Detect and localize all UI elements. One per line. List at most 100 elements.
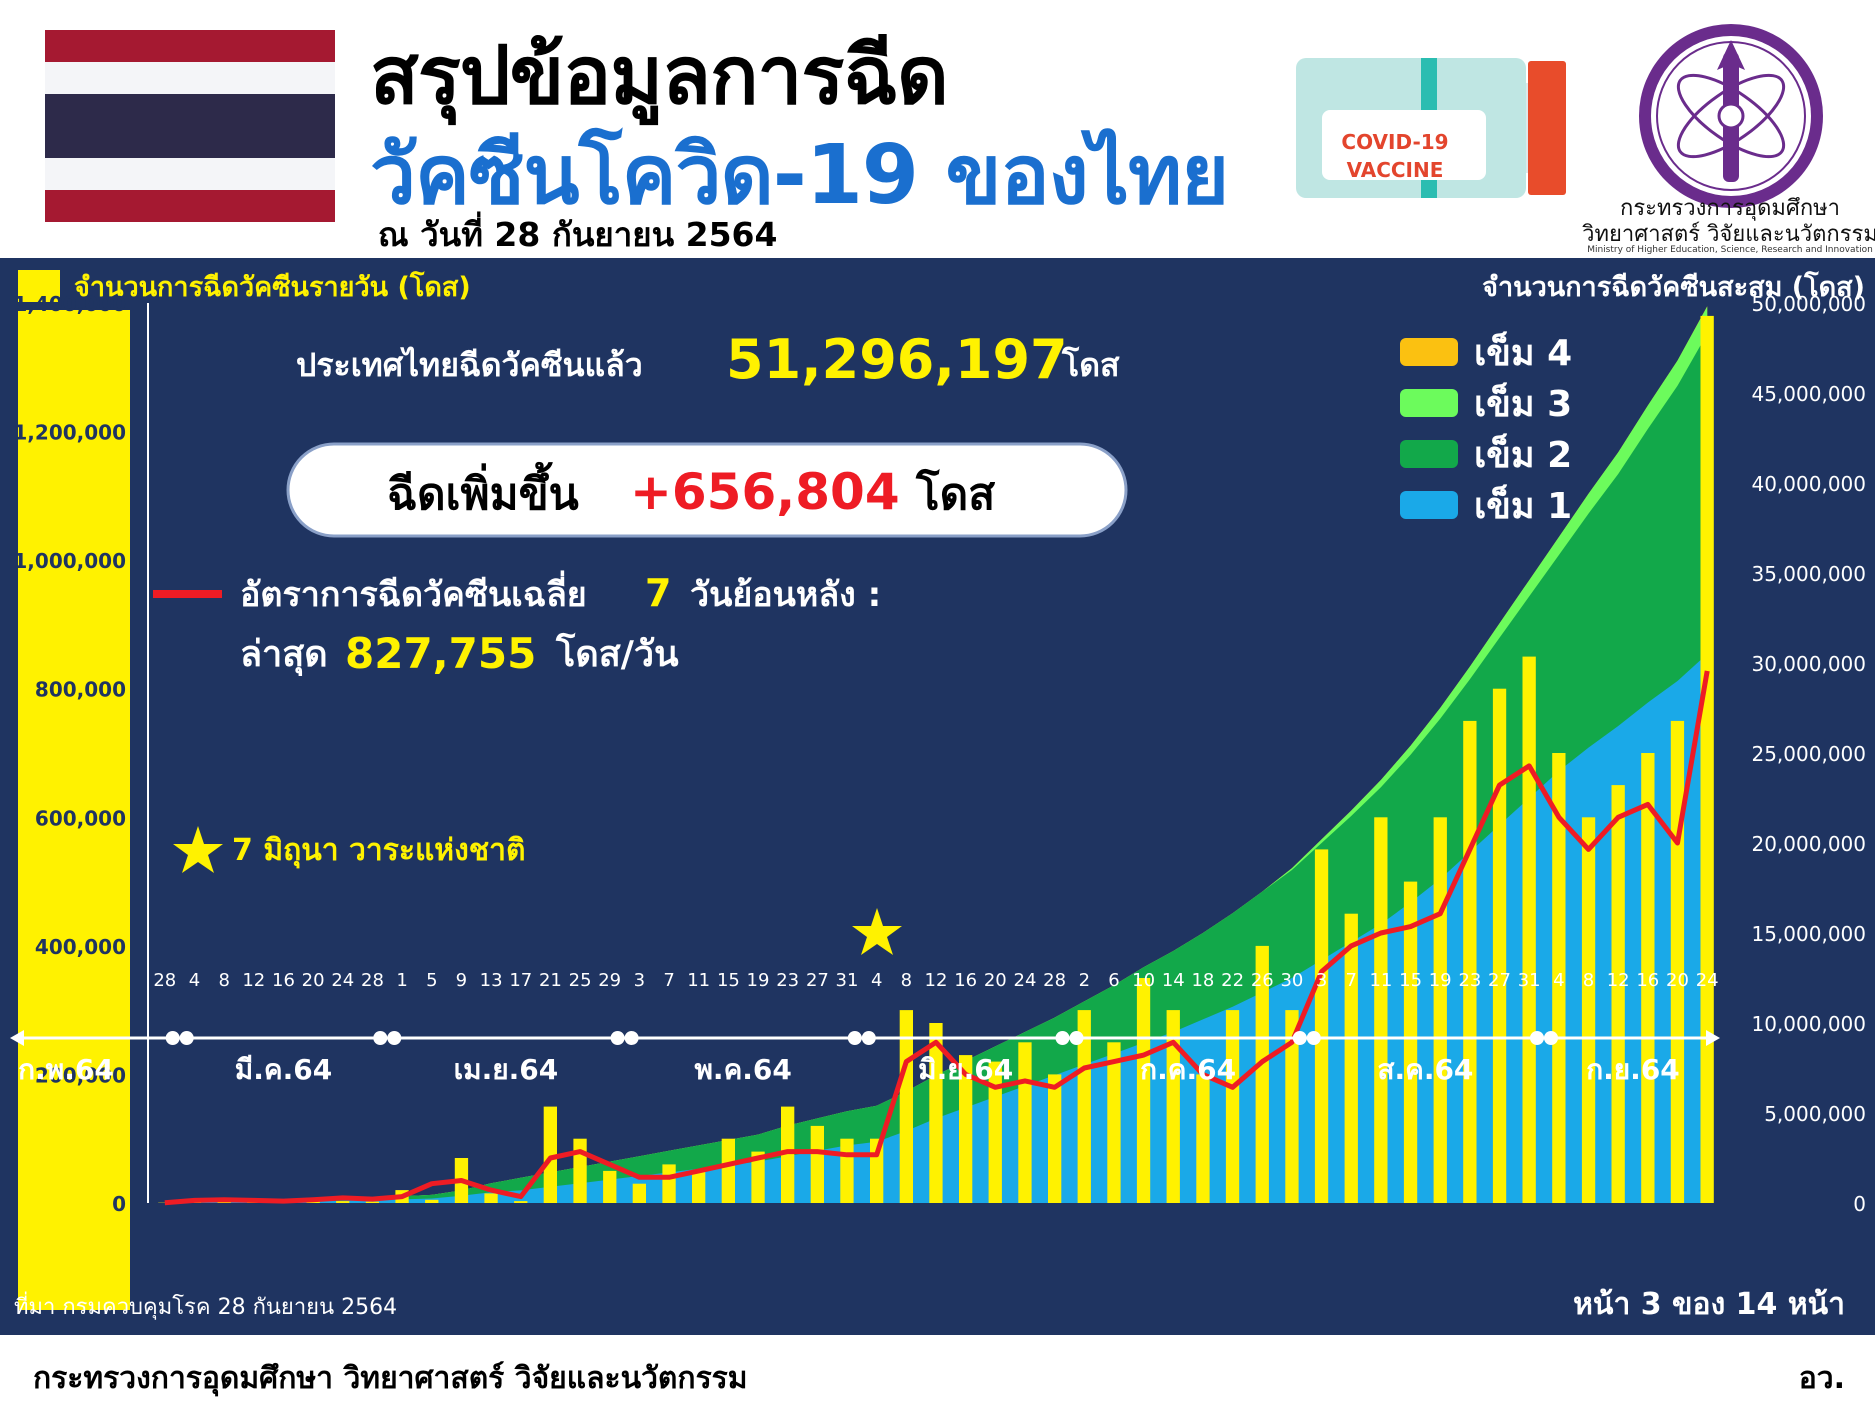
left-tick-label: 200,000 bbox=[35, 1063, 126, 1087]
source-note: ที่มา กรมควบคุมโรค 28 กันยายน 2564 bbox=[14, 1291, 397, 1320]
x-tick-label: 7 bbox=[1345, 970, 1356, 991]
increase-pill bbox=[286, 442, 1128, 538]
x-tick-label: 20 bbox=[1666, 970, 1689, 991]
right-axis-ticks: 0 5,000,000 10,000,000 15,000,000 20,000,000… bbox=[1751, 292, 1866, 1216]
x-tick-label: 3 bbox=[634, 970, 645, 991]
left-tick-label: 1,200,000 bbox=[13, 421, 126, 445]
latest-value: 827,755 bbox=[345, 629, 536, 678]
x-tick-label: 29 bbox=[598, 970, 621, 991]
x-tick-label: 27 bbox=[1488, 970, 1511, 991]
daily-bar bbox=[365, 1201, 380, 1203]
total-prefix: ประเทศไทยฉีดวัคซีนแล้ว bbox=[296, 346, 643, 384]
x-tick-label: 26 bbox=[1251, 970, 1274, 991]
star-marker-icon bbox=[852, 908, 902, 955]
vaccine-vial-icon bbox=[1296, 58, 1566, 198]
daily-bar bbox=[1196, 1074, 1210, 1203]
x-tick-label: 4 bbox=[1553, 970, 1564, 991]
daily-bar bbox=[721, 1138, 735, 1203]
total-value: 51,296,197 bbox=[726, 328, 1068, 391]
daily-bar bbox=[1225, 1010, 1240, 1203]
legend-swatch bbox=[1400, 491, 1458, 519]
increase-unit: โดส bbox=[915, 467, 995, 520]
right-tick-label: 40,000,000 bbox=[1751, 472, 1866, 496]
ministry-seal-icon bbox=[1639, 24, 1823, 208]
daily-bar bbox=[810, 1125, 824, 1203]
daily-bar bbox=[1522, 656, 1536, 1203]
legend-label: เข็ม 3 bbox=[1474, 381, 1572, 425]
x-tick-label: 5 bbox=[426, 970, 437, 991]
x-tick-label: 28 bbox=[361, 970, 384, 991]
x-tick-label: 20 bbox=[984, 970, 1007, 991]
increase-value: +656,804 bbox=[630, 463, 900, 521]
x-tick-label: 16 bbox=[954, 970, 977, 991]
x-tick-label: 8 bbox=[1583, 970, 1594, 991]
right-tick-label: 15,000,000 bbox=[1751, 922, 1866, 946]
right-tick-label: 10,000,000 bbox=[1751, 1012, 1866, 1036]
month-label: ก.ค.64 bbox=[1140, 1053, 1236, 1086]
left-tick-label: 600,000 bbox=[35, 806, 126, 830]
x-tick-label: 2 bbox=[1079, 970, 1090, 991]
chart-panel: จำนวนการฉีดวัคซีนรายวัน (โดส) จำนวนการฉี… bbox=[0, 258, 1875, 1335]
right-tick-label: 30,000,000 bbox=[1751, 652, 1866, 676]
month-label: ก.พ.64 bbox=[18, 1053, 114, 1086]
legend-swatch bbox=[1400, 389, 1458, 417]
x-tick-label: 11 bbox=[1369, 970, 1392, 991]
x-tick-label: 8 bbox=[218, 970, 229, 991]
left-axis-title: จำนวนการฉีดวัคซีนรายวัน (โดส) bbox=[74, 270, 471, 303]
x-tick-label: 22 bbox=[1221, 970, 1244, 991]
avg-label: อัตราการฉีดวัคซีนเฉลี่ย bbox=[240, 570, 587, 615]
latest-unit: โดส/วัน bbox=[555, 632, 679, 675]
legend-label: เข็ม 1 bbox=[1474, 483, 1572, 527]
daily-bar bbox=[959, 1055, 973, 1203]
daily-bar bbox=[1641, 753, 1655, 1203]
daily-bar bbox=[781, 1106, 795, 1203]
star-note: 7 มิถุนา วาระแห่งชาติ bbox=[232, 833, 525, 869]
daily-bar bbox=[1492, 688, 1507, 1203]
daily-bar bbox=[603, 1170, 617, 1203]
daily-bar bbox=[1700, 315, 1714, 1203]
right-tick-label: 5,000,000 bbox=[1764, 1102, 1866, 1126]
x-tick-label: 17 bbox=[509, 970, 532, 991]
daily-bar bbox=[1107, 1042, 1121, 1203]
x-tick-label: 12 bbox=[925, 970, 948, 991]
daily-bar bbox=[1048, 1074, 1062, 1203]
daily-bar bbox=[929, 1023, 943, 1203]
left-tick-label: 1,000,000 bbox=[13, 549, 126, 573]
report-date: ณ วันที่ 28 กันยายน 2564 bbox=[378, 215, 778, 254]
daily-bar bbox=[1344, 913, 1358, 1203]
page-title: สรุปข้อมูลการฉีด bbox=[370, 29, 949, 122]
right-tick-label: 20,000,000 bbox=[1751, 832, 1866, 856]
right-axis-title: จำนวนการฉีดวัคซีนสะสม (โดส) bbox=[1482, 270, 1865, 303]
right-tick-label: 45,000,000 bbox=[1751, 382, 1866, 406]
x-tick-label: 31 bbox=[836, 970, 859, 991]
daily-legend-swatch bbox=[18, 270, 60, 302]
x-tick-label: 15 bbox=[1399, 970, 1422, 991]
x-tick-label: 27 bbox=[806, 970, 829, 991]
daily-bar bbox=[692, 1170, 706, 1203]
ministry-name-line1: กระทรวงการอุดมศึกษา bbox=[1620, 196, 1840, 221]
month-label: มี.ค.64 bbox=[235, 1053, 332, 1086]
vaccine-label-line1: COVID-19 bbox=[1341, 130, 1449, 154]
daily-bar bbox=[1077, 1010, 1091, 1203]
month-label: พ.ค.64 bbox=[694, 1053, 791, 1086]
latest-label: ล่าสุด bbox=[240, 634, 328, 677]
increase-prefix: ฉีดเพิ่มขึ้น bbox=[387, 461, 579, 520]
avg-suffix: วันย้อนหลัง : bbox=[690, 575, 881, 615]
x-tick-label: 19 bbox=[747, 970, 770, 991]
x-tick-label: 10 bbox=[1132, 970, 1155, 991]
x-tick-label: 23 bbox=[776, 970, 799, 991]
daily-bar bbox=[1166, 1010, 1180, 1203]
x-tick-label: 6 bbox=[1108, 970, 1119, 991]
left-axis-ticks: 0 200,000 400,000 600,000 800,000 1,000,000 1,… bbox=[13, 292, 126, 1216]
daily-bar bbox=[1433, 817, 1447, 1203]
daily-bar bbox=[840, 1138, 854, 1203]
x-tick-label: 28 bbox=[153, 970, 176, 991]
page-indicator: หน้า 3 ของ 14 หน้า bbox=[1573, 1287, 1845, 1322]
x-tick-label: 13 bbox=[480, 970, 503, 991]
x-tick-label: 7 bbox=[663, 970, 674, 991]
daily-bar bbox=[1463, 720, 1477, 1203]
daily-bar bbox=[1285, 1010, 1299, 1203]
right-arrow-icon bbox=[1706, 1030, 1720, 1046]
x-tick-label: 24 bbox=[1696, 970, 1719, 991]
x-tick-label: 12 bbox=[242, 970, 265, 991]
